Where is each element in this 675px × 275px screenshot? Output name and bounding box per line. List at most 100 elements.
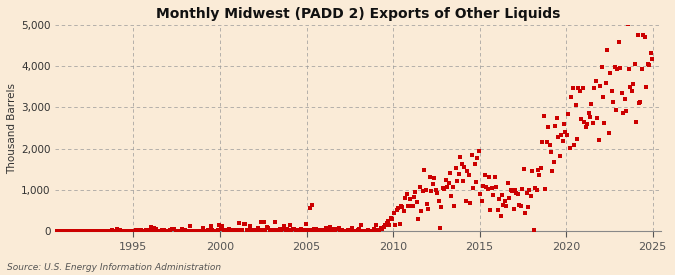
Point [406,204,416,208]
Point [254,228,265,233]
Point [233,228,244,232]
Point [407,204,418,209]
Point [634,101,645,105]
Point [375,226,386,230]
Point [468,185,479,190]
Point [279,224,290,228]
Point [67,229,78,233]
Point [624,66,634,71]
Point [113,229,124,233]
Point [400,196,410,201]
Point [387,217,398,221]
Point [130,228,141,232]
Point [55,229,66,233]
Point [473,149,484,153]
Point [465,201,476,205]
Point [312,228,323,232]
Point [81,229,92,233]
Point [551,116,562,120]
Point [485,208,496,212]
Point [204,229,215,233]
Point [225,228,236,233]
Point [479,173,490,177]
Point [574,89,585,94]
Point [134,229,145,233]
Point [583,111,594,115]
Point [119,229,130,233]
Point [152,229,163,233]
Point [464,173,475,177]
Point [273,228,284,232]
Point [614,40,624,44]
Point [315,228,325,232]
Point [517,186,528,191]
Point [416,209,427,213]
Point [277,227,288,232]
Point [393,206,404,210]
Point [155,229,165,233]
Point [601,81,612,86]
Point [184,229,194,233]
Point [332,227,343,232]
Point [257,228,268,233]
Point [360,228,371,233]
Point [570,103,581,108]
Point [86,229,97,233]
Point [641,85,651,89]
Point [543,125,554,129]
Point [368,227,379,232]
Point [97,229,108,233]
Point [381,221,392,226]
Point [137,229,148,233]
Point [374,228,385,233]
Point [637,67,647,72]
Point [331,227,342,232]
Point [414,185,425,190]
Point [247,228,258,232]
Point [550,124,561,129]
Point [626,89,637,93]
Point [161,229,171,233]
Point [371,223,382,227]
Point [298,228,308,232]
Point [595,84,605,88]
Point [440,178,451,183]
Point [364,229,375,233]
Point [317,228,327,232]
Point [396,204,406,208]
Point [202,228,213,232]
Point [643,62,653,66]
Point [110,229,121,233]
Point [460,199,471,203]
Point [582,122,593,127]
Point [221,228,232,232]
Point [319,228,330,232]
Point [412,200,423,204]
Point [136,228,146,233]
Point [586,102,597,106]
Point [201,229,212,233]
Point [288,227,298,231]
Point [281,227,292,232]
Point [420,188,431,192]
Point [628,81,639,86]
Point [175,229,186,233]
Point [185,224,196,228]
Point [596,65,607,69]
Point [390,222,401,227]
Point [199,229,210,233]
Point [213,228,223,232]
Point [276,228,287,232]
Point [521,191,532,195]
Point [432,191,443,195]
Point [260,228,271,232]
Point [178,229,188,233]
Point [557,139,568,144]
Point [109,229,119,233]
Point [439,186,450,191]
Point [547,169,558,174]
Point [370,229,381,233]
Point [198,226,209,230]
Point [498,203,509,207]
Point [459,164,470,169]
